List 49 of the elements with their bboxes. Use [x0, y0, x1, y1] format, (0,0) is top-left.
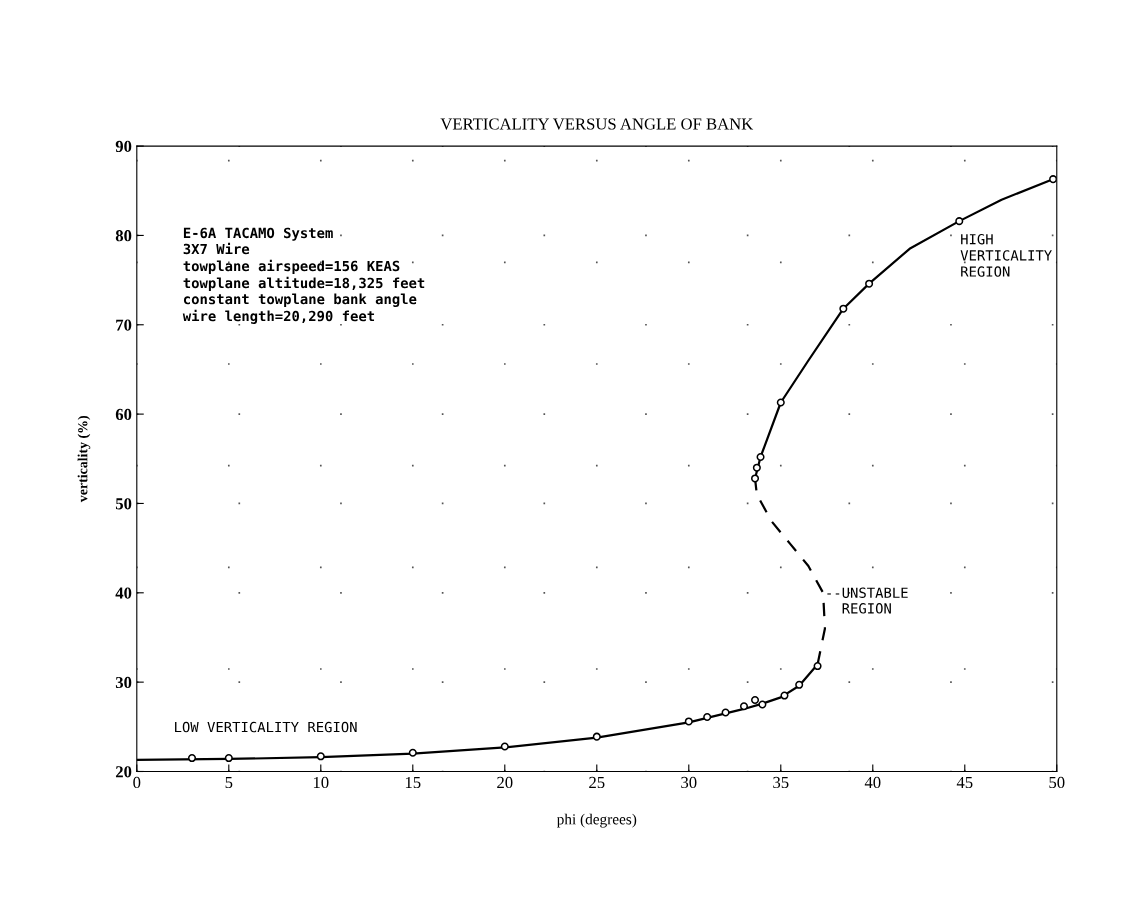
point — [752, 463, 761, 472]
point — [500, 742, 509, 751]
point — [739, 702, 749, 711]
x-tick-label: 35 — [773, 776, 789, 789]
y-tick-label: 90 — [115, 140, 132, 153]
point — [795, 680, 804, 689]
y-tick-label: 80 — [115, 230, 132, 242]
x-tick-label: 0 — [133, 776, 141, 789]
x-tick-label: 50 — [1049, 776, 1065, 789]
x-tick-label: 15 — [405, 776, 421, 789]
x-axis-title: phi (degrees) — [556, 813, 637, 828]
point — [751, 695, 760, 705]
point — [756, 452, 765, 462]
point — [776, 398, 785, 407]
x-tick-label: 40 — [864, 776, 881, 789]
annotation: E-6A TACAMO System 3X7 Wire towplane airspeed=156 KEAS towplane altitude=18,325 feet constant towplane bank angle wire length=20,290 feet — [182, 227, 425, 324]
x-tick-label: 25 — [589, 776, 605, 789]
x-tick-label: 5 — [225, 777, 233, 789]
annotation: LOW VERTICALITY REGION — [175, 721, 357, 733]
x-tick-label: 20 — [497, 776, 513, 789]
chart-title: VERTICALITY VERSUS ANGLE OF BANK — [440, 118, 754, 130]
point — [187, 754, 197, 763]
y-tick-label: 60 — [115, 408, 132, 421]
point — [703, 712, 712, 722]
point — [758, 700, 767, 709]
x-tick-label: 45 — [956, 776, 973, 789]
y-axis-title: verticality (%) — [77, 416, 91, 503]
point — [721, 708, 730, 717]
point — [592, 732, 601, 741]
x-tick-label: 30 — [681, 776, 697, 789]
point — [839, 304, 848, 313]
point — [224, 754, 233, 763]
point — [408, 748, 417, 757]
y-tick-label: 20 — [115, 766, 132, 778]
y-tick-label: 50 — [115, 498, 132, 510]
y-tick-label: 70 — [116, 319, 132, 331]
x-tick-label: 10 — [313, 776, 329, 789]
point — [865, 279, 874, 288]
y-tick-label: 30 — [115, 676, 132, 689]
point — [751, 474, 760, 483]
point — [813, 662, 822, 671]
point — [316, 752, 325, 761]
annotation: HIGH VERTICALITY REGION — [960, 233, 1052, 277]
point — [955, 217, 964, 226]
point — [780, 691, 789, 700]
point — [1049, 175, 1057, 184]
annotation: --UNSTABLE REGION — [827, 587, 908, 614]
y-tick-label: 40 — [115, 587, 132, 599]
point — [684, 717, 693, 726]
